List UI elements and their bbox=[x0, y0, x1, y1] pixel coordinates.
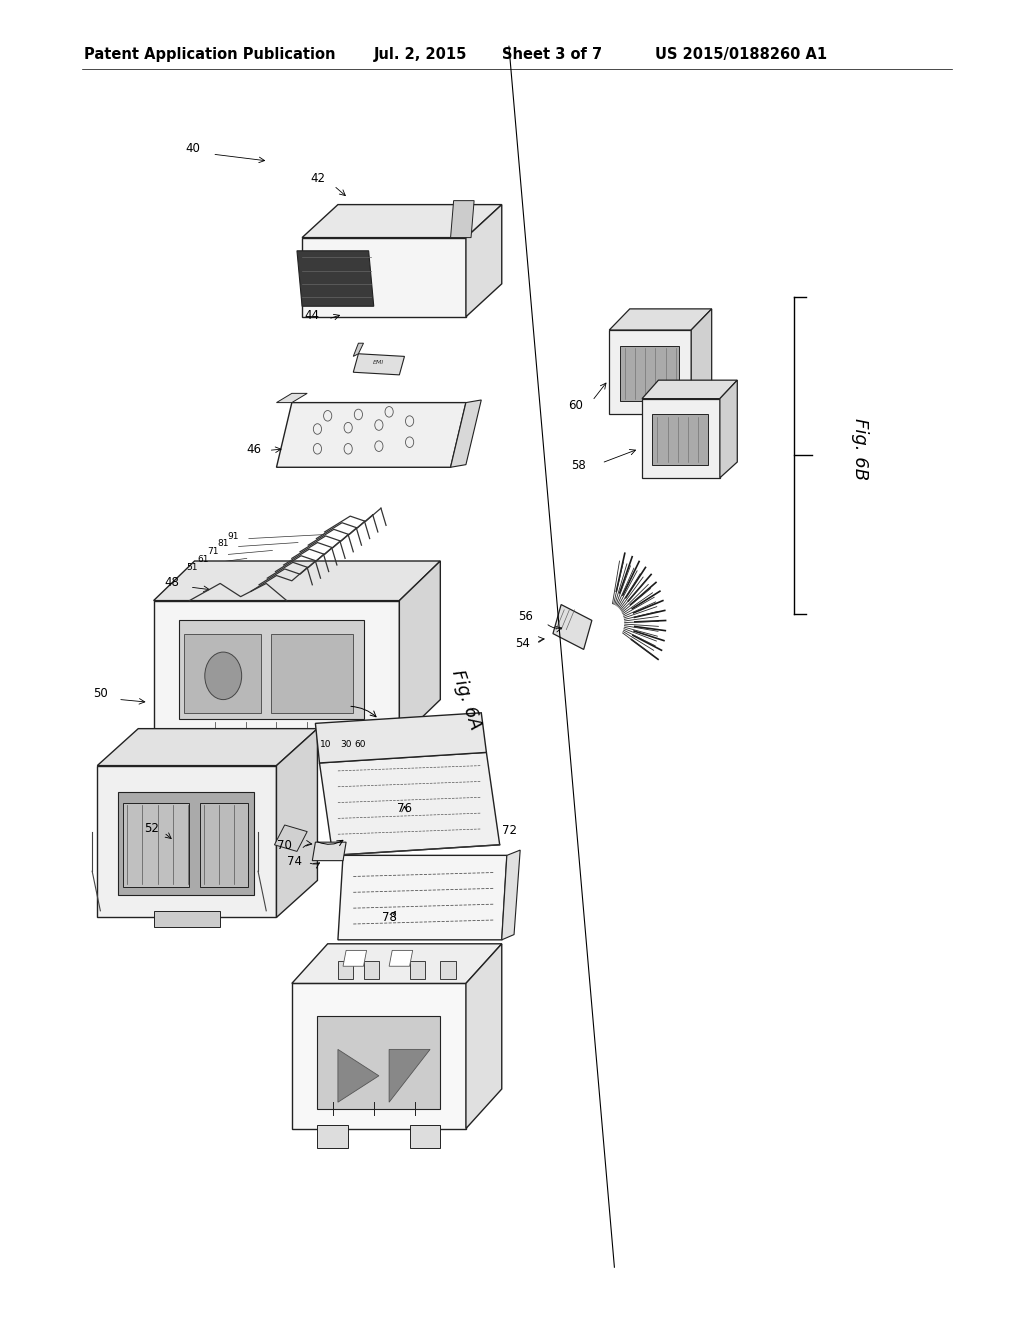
Polygon shape bbox=[338, 855, 507, 940]
Polygon shape bbox=[620, 346, 679, 401]
Polygon shape bbox=[338, 961, 353, 979]
Polygon shape bbox=[179, 620, 364, 719]
Polygon shape bbox=[297, 251, 374, 306]
Text: EMI: EMI bbox=[374, 360, 384, 366]
Text: 71: 71 bbox=[207, 548, 219, 557]
Text: 46: 46 bbox=[247, 442, 261, 455]
Polygon shape bbox=[276, 403, 466, 467]
Polygon shape bbox=[389, 1049, 430, 1102]
Text: 10: 10 bbox=[319, 741, 332, 750]
Polygon shape bbox=[553, 605, 592, 649]
Polygon shape bbox=[118, 792, 254, 895]
Polygon shape bbox=[353, 343, 364, 356]
Polygon shape bbox=[276, 393, 307, 403]
Text: 76: 76 bbox=[397, 801, 412, 814]
Text: 5̈1: 5̈1 bbox=[186, 564, 199, 573]
Polygon shape bbox=[154, 911, 220, 927]
Polygon shape bbox=[97, 766, 276, 917]
Polygon shape bbox=[652, 414, 708, 465]
Polygon shape bbox=[466, 944, 502, 1129]
Text: 40: 40 bbox=[185, 141, 200, 154]
Polygon shape bbox=[271, 634, 353, 713]
Text: 42: 42 bbox=[310, 172, 325, 185]
Polygon shape bbox=[317, 1016, 440, 1109]
Text: Fig. 6B: Fig. 6B bbox=[851, 417, 869, 480]
Text: Jul. 2, 2015: Jul. 2, 2015 bbox=[374, 46, 467, 62]
Polygon shape bbox=[312, 842, 346, 861]
Text: Patent Application Publication: Patent Application Publication bbox=[84, 46, 336, 62]
Polygon shape bbox=[389, 950, 413, 966]
Polygon shape bbox=[317, 1125, 348, 1148]
Polygon shape bbox=[451, 201, 474, 238]
Text: 91: 91 bbox=[227, 532, 240, 541]
Polygon shape bbox=[466, 205, 502, 317]
Polygon shape bbox=[609, 330, 691, 414]
Text: 61: 61 bbox=[197, 556, 209, 565]
Polygon shape bbox=[302, 238, 466, 317]
Text: 72: 72 bbox=[503, 824, 517, 837]
Text: 44: 44 bbox=[305, 309, 319, 322]
Polygon shape bbox=[338, 733, 358, 746]
Polygon shape bbox=[274, 825, 307, 851]
Polygon shape bbox=[154, 601, 399, 739]
Text: 70: 70 bbox=[278, 838, 292, 851]
Polygon shape bbox=[410, 1125, 440, 1148]
Polygon shape bbox=[276, 729, 317, 917]
Polygon shape bbox=[353, 354, 404, 375]
Text: 81: 81 bbox=[217, 540, 229, 549]
Polygon shape bbox=[502, 850, 520, 940]
Text: 54: 54 bbox=[515, 636, 529, 649]
Polygon shape bbox=[338, 1049, 379, 1102]
Polygon shape bbox=[292, 944, 502, 983]
Polygon shape bbox=[364, 733, 384, 746]
Polygon shape bbox=[315, 713, 486, 763]
Polygon shape bbox=[364, 961, 379, 979]
Polygon shape bbox=[292, 983, 466, 1129]
Polygon shape bbox=[642, 380, 737, 399]
Text: 56: 56 bbox=[518, 610, 532, 623]
Text: 60: 60 bbox=[354, 741, 367, 750]
Text: US 2015/0188260 A1: US 2015/0188260 A1 bbox=[655, 46, 827, 62]
Circle shape bbox=[205, 652, 242, 700]
Polygon shape bbox=[302, 205, 502, 238]
Text: 58: 58 bbox=[571, 458, 586, 471]
Polygon shape bbox=[184, 634, 261, 713]
Polygon shape bbox=[720, 380, 737, 478]
Polygon shape bbox=[691, 309, 712, 414]
Text: 78: 78 bbox=[382, 911, 396, 924]
Text: 74: 74 bbox=[288, 854, 302, 867]
Polygon shape bbox=[200, 803, 248, 887]
Polygon shape bbox=[399, 561, 440, 739]
Text: 30: 30 bbox=[340, 741, 352, 750]
Text: Sheet 3 of 7: Sheet 3 of 7 bbox=[502, 46, 602, 62]
Polygon shape bbox=[343, 950, 367, 966]
Polygon shape bbox=[642, 399, 720, 478]
Polygon shape bbox=[123, 803, 189, 887]
Text: 60: 60 bbox=[568, 399, 583, 412]
Polygon shape bbox=[319, 752, 500, 855]
Polygon shape bbox=[440, 961, 456, 979]
Polygon shape bbox=[410, 961, 425, 979]
Text: 50: 50 bbox=[93, 686, 108, 700]
Polygon shape bbox=[97, 729, 317, 766]
Polygon shape bbox=[154, 561, 440, 601]
Text: Fig. 6A: Fig. 6A bbox=[447, 668, 484, 731]
Polygon shape bbox=[451, 400, 481, 467]
Text: 52: 52 bbox=[144, 821, 159, 834]
Polygon shape bbox=[609, 309, 712, 330]
Polygon shape bbox=[312, 733, 333, 746]
Text: 48: 48 bbox=[165, 576, 179, 589]
